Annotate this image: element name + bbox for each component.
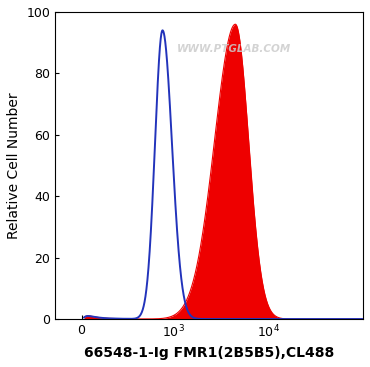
Y-axis label: Relative Cell Number: Relative Cell Number — [7, 92, 21, 239]
X-axis label: 66548-1-Ig FMR1(2B5B5),CL488: 66548-1-Ig FMR1(2B5B5),CL488 — [84, 346, 334, 360]
Text: WWW.PTGLAB.COM: WWW.PTGLAB.COM — [176, 44, 291, 54]
